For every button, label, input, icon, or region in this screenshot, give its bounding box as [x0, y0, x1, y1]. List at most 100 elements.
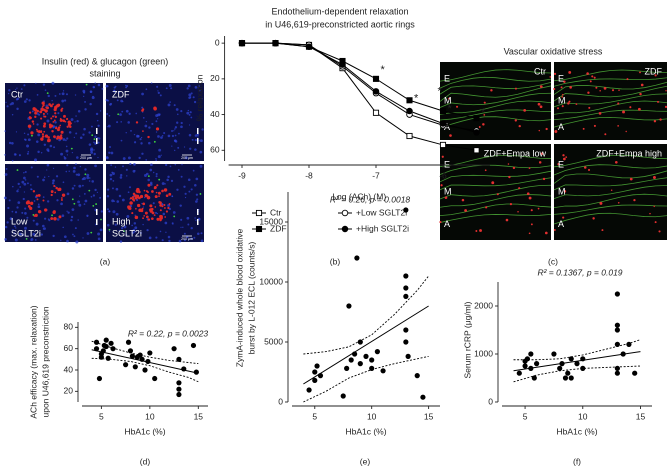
- nucleus: [86, 215, 88, 217]
- nucleus: [88, 180, 91, 182]
- insulin-signal: [134, 194, 138, 198]
- nucleus: [149, 168, 153, 172]
- oxidative-signal: [654, 74, 657, 77]
- marker: [439, 107, 447, 115]
- elastic-lamina: [439, 177, 552, 191]
- nucleus: [27, 133, 30, 136]
- significance-mark: *: [414, 92, 419, 104]
- x-tick-label: 10: [145, 411, 155, 421]
- nucleus: [134, 226, 138, 230]
- oxidative-signal: [562, 154, 565, 157]
- nucleus: [190, 92, 193, 95]
- nucleus: [194, 183, 197, 187]
- nucleus: [79, 165, 82, 168]
- tile-label: SGLT2i: [112, 228, 142, 238]
- oxidative-signal: [637, 107, 641, 111]
- insulin-signal: [52, 115, 55, 118]
- glucagon-signal: [108, 228, 111, 231]
- nucleus: [13, 232, 16, 235]
- insulin-signal: [151, 190, 154, 193]
- nucleus: [164, 183, 166, 185]
- insulin-signal: [54, 191, 57, 194]
- oxidative-signal: [539, 105, 543, 109]
- nucleus: [74, 121, 76, 123]
- data-point: [100, 348, 106, 354]
- y-tick-label: 20: [64, 386, 74, 396]
- nucleus: [193, 100, 197, 104]
- glucagon-signal: [70, 147, 73, 150]
- nucleus: [26, 152, 29, 155]
- nucleus: [21, 180, 25, 184]
- oxidative-signal: [617, 102, 620, 105]
- nucleus: [188, 133, 192, 137]
- data-point: [414, 373, 420, 379]
- marker: [406, 97, 413, 104]
- oxidative-signal: [483, 101, 486, 104]
- nucleus: [16, 107, 19, 111]
- oxidative-signal: [563, 190, 567, 193]
- y-tick-label: 0: [488, 396, 493, 406]
- scale-mark: [96, 219, 98, 225]
- nucleus: [109, 102, 113, 105]
- oxidative-signal: [618, 89, 620, 91]
- glucagon-signal: [32, 214, 35, 216]
- nucleus: [118, 91, 121, 94]
- nucleus: [152, 202, 155, 205]
- glucagon-signal: [158, 178, 161, 181]
- data-point: [559, 361, 565, 367]
- data-point: [152, 375, 158, 382]
- glucagon-signal: [199, 193, 202, 195]
- x-tick-label: 5: [312, 411, 317, 421]
- nucleus: [113, 89, 116, 92]
- data-point: [314, 363, 320, 369]
- insulin-signal: [147, 135, 150, 139]
- oxidative-signal: [545, 127, 548, 131]
- insulin-signal: [168, 203, 171, 205]
- nucleus: [30, 166, 33, 169]
- nucleus: [111, 199, 115, 203]
- elastic-lamina: [439, 203, 552, 217]
- oxidative-signal: [664, 105, 668, 108]
- nucleus: [15, 98, 19, 101]
- oxidative-signal: [440, 184, 443, 187]
- nucleus: [114, 223, 117, 226]
- insulin-signal: [36, 198, 39, 201]
- nucleus: [34, 239, 37, 241]
- nucleus: [120, 121, 122, 123]
- y-tick-label: 40: [210, 109, 220, 119]
- nucleus: [106, 195, 110, 198]
- oxidative-signal: [583, 166, 587, 169]
- oxidative-signal: [569, 86, 572, 89]
- oxidative-signal: [561, 93, 564, 96]
- insulin-signal: [146, 195, 151, 200]
- tile-label: Ctr: [11, 89, 23, 99]
- data-point: [127, 348, 134, 354]
- insulin-signal: [57, 128, 60, 132]
- significance-mark: *: [448, 103, 453, 115]
- nucleus: [66, 164, 69, 167]
- layer-label: M: [444, 95, 452, 105]
- nucleus: [21, 211, 24, 214]
- elastic-lamina: [553, 109, 668, 121]
- nucleus: [54, 121, 57, 124]
- insulin-signal: [59, 124, 62, 127]
- nucleus: [189, 147, 192, 150]
- data-point: [534, 361, 540, 367]
- oxidative-signal: [508, 175, 511, 179]
- data-point: [522, 363, 528, 369]
- data-point: [181, 366, 187, 372]
- insulin-signal: [154, 195, 158, 199]
- nucleus: [94, 82, 96, 84]
- nucleus: [35, 140, 39, 143]
- insulin-signal: [161, 189, 164, 193]
- oxidative-signal: [484, 169, 487, 172]
- data-point: [139, 356, 145, 362]
- nucleus: [77, 200, 81, 204]
- nucleus: [164, 163, 168, 167]
- nucleus: [89, 156, 92, 159]
- legend-label: ZDF: [270, 223, 287, 233]
- marker: [372, 75, 380, 82]
- panel-caption: (c): [548, 256, 558, 266]
- nucleus: [54, 94, 57, 97]
- x-axis-label: HbA1c (%): [345, 426, 386, 436]
